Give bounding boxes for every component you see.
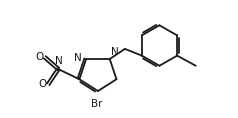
Text: O: O bbox=[39, 79, 47, 89]
Text: N: N bbox=[74, 53, 82, 63]
Text: Br: Br bbox=[91, 99, 103, 109]
Text: N: N bbox=[111, 47, 119, 57]
Text: O: O bbox=[35, 52, 44, 62]
Text: N: N bbox=[55, 56, 63, 66]
